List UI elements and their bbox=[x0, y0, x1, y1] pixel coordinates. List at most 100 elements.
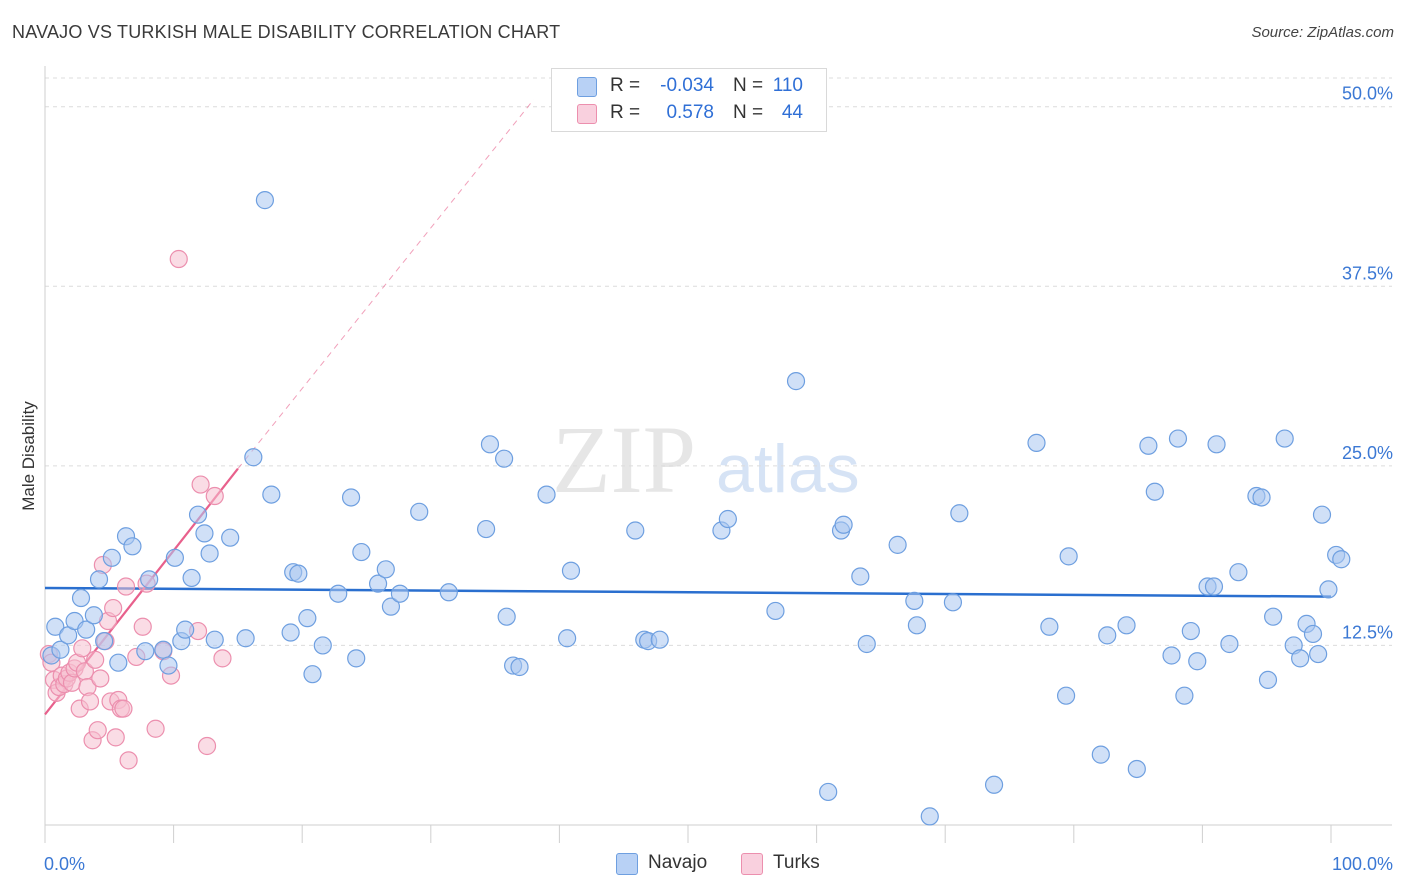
navajo-point[interactable] bbox=[1181, 621, 1200, 641]
navajo-point[interactable] bbox=[136, 642, 155, 661]
turks-point[interactable] bbox=[86, 650, 105, 669]
navajo-point[interactable] bbox=[1303, 624, 1323, 644]
navajo-point[interactable] bbox=[244, 448, 263, 467]
navajo-point[interactable] bbox=[154, 640, 173, 659]
navajo-point[interactable] bbox=[1275, 429, 1294, 448]
navajo-point[interactable] bbox=[1207, 435, 1226, 454]
navajo-point[interactable] bbox=[984, 775, 1004, 794]
turks-point[interactable] bbox=[133, 617, 152, 636]
navajo-point[interactable] bbox=[123, 537, 142, 556]
navajo-point[interactable] bbox=[888, 535, 907, 554]
navajo-point[interactable] bbox=[537, 485, 556, 504]
turks-point[interactable] bbox=[146, 719, 165, 738]
navajo-point[interactable] bbox=[718, 509, 737, 529]
navajo-point[interactable] bbox=[390, 584, 410, 603]
navajo-point[interactable] bbox=[341, 488, 361, 507]
navajo-point[interactable] bbox=[109, 653, 128, 672]
navajo-point[interactable] bbox=[281, 623, 300, 642]
turks-point[interactable] bbox=[88, 721, 107, 740]
navajo-point[interactable] bbox=[1229, 563, 1248, 582]
navajo-point[interactable] bbox=[1145, 482, 1164, 501]
navajo-point[interactable] bbox=[159, 656, 178, 675]
navajo-point[interactable] bbox=[200, 544, 219, 563]
turks-legend-label[interactable]: Turks bbox=[773, 852, 820, 873]
navajo-point[interactable] bbox=[907, 616, 927, 635]
navajo-legend-swatch[interactable] bbox=[616, 853, 638, 875]
navajo-point[interactable] bbox=[262, 485, 281, 504]
navajo-point[interactable] bbox=[851, 567, 870, 586]
navajo-point[interactable] bbox=[176, 620, 195, 639]
navajo-point[interactable] bbox=[857, 634, 876, 654]
navajo-point[interactable] bbox=[1188, 652, 1207, 671]
navajo-point[interactable] bbox=[1309, 644, 1328, 664]
navajo-point[interactable] bbox=[1040, 617, 1059, 636]
navajo-point[interactable] bbox=[195, 524, 214, 543]
navajo-point[interactable] bbox=[89, 570, 109, 589]
navajo-point[interactable] bbox=[102, 548, 121, 567]
navajo-legend-label[interactable]: Navajo bbox=[648, 852, 708, 873]
navajo-point[interactable] bbox=[1056, 686, 1076, 705]
navajo-point[interactable] bbox=[71, 588, 91, 608]
navajo-point[interactable] bbox=[561, 561, 581, 580]
turks-legend-swatch[interactable] bbox=[741, 853, 763, 875]
navajo-point[interactable] bbox=[84, 606, 103, 625]
navajo-point[interactable] bbox=[410, 502, 429, 521]
turks-point[interactable] bbox=[213, 649, 232, 668]
turks-point[interactable] bbox=[116, 577, 136, 596]
navajo-point[interactable] bbox=[626, 521, 645, 540]
navajo-point[interactable] bbox=[943, 593, 963, 612]
navajo-point[interactable] bbox=[786, 372, 806, 391]
navajo-point[interactable] bbox=[313, 636, 332, 655]
turks-point[interactable] bbox=[114, 699, 133, 718]
navajo-point[interactable] bbox=[1204, 577, 1224, 596]
navajo-point[interactable] bbox=[1175, 686, 1194, 705]
navajo-point[interactable] bbox=[347, 649, 366, 668]
turks-point[interactable] bbox=[197, 736, 217, 756]
navajo-point[interactable] bbox=[165, 548, 184, 567]
navajo-point[interactable] bbox=[558, 629, 577, 648]
navajo-point[interactable] bbox=[376, 560, 395, 579]
navajo-point[interactable] bbox=[650, 630, 669, 649]
navajo-point[interactable] bbox=[1027, 433, 1046, 452]
navajo-point[interactable] bbox=[368, 574, 388, 593]
turks-point[interactable] bbox=[205, 486, 224, 506]
navajo-point[interactable] bbox=[480, 435, 500, 454]
navajo-point[interactable] bbox=[77, 620, 96, 639]
navajo-point[interactable] bbox=[303, 665, 322, 684]
navajo-point[interactable] bbox=[140, 570, 159, 589]
navajo-point[interactable] bbox=[298, 609, 317, 628]
navajo-point[interactable] bbox=[1312, 505, 1332, 524]
navajo-point[interactable] bbox=[46, 617, 65, 636]
navajo-point[interactable] bbox=[221, 528, 240, 547]
turks-point[interactable] bbox=[73, 639, 92, 658]
navajo-point[interactable] bbox=[1127, 759, 1146, 779]
navajo-point[interactable] bbox=[188, 505, 208, 524]
turks-point[interactable] bbox=[169, 249, 188, 269]
navajo-point[interactable] bbox=[1139, 436, 1158, 455]
navajo-point[interactable] bbox=[95, 632, 114, 651]
navajo-point[interactable] bbox=[1168, 429, 1188, 448]
navajo-point[interactable] bbox=[236, 629, 255, 648]
navajo-point[interactable] bbox=[289, 564, 308, 583]
navajo-point[interactable] bbox=[1252, 488, 1271, 507]
navajo-point[interactable] bbox=[834, 515, 853, 534]
navajo-point[interactable] bbox=[766, 601, 785, 621]
turks-point[interactable] bbox=[104, 598, 123, 618]
navajo-point[interactable] bbox=[1098, 626, 1117, 645]
navajo-point[interactable] bbox=[510, 657, 529, 677]
navajo-point[interactable] bbox=[1117, 616, 1136, 635]
turks-point[interactable] bbox=[106, 728, 125, 747]
turks-point[interactable] bbox=[119, 751, 138, 770]
navajo-point[interactable] bbox=[1332, 550, 1351, 569]
turks-point[interactable] bbox=[91, 669, 110, 688]
navajo-point[interactable] bbox=[1059, 547, 1078, 566]
navajo-point[interactable] bbox=[1291, 649, 1310, 668]
navajo-point[interactable] bbox=[476, 519, 496, 539]
navajo-point[interactable] bbox=[497, 607, 516, 626]
navajo-point[interactable] bbox=[1162, 646, 1181, 665]
turks-point[interactable] bbox=[80, 692, 100, 711]
navajo-point[interactable] bbox=[352, 542, 371, 562]
navajo-point[interactable] bbox=[1319, 580, 1338, 599]
turks-point[interactable] bbox=[191, 475, 210, 494]
navajo-point[interactable] bbox=[950, 504, 969, 523]
